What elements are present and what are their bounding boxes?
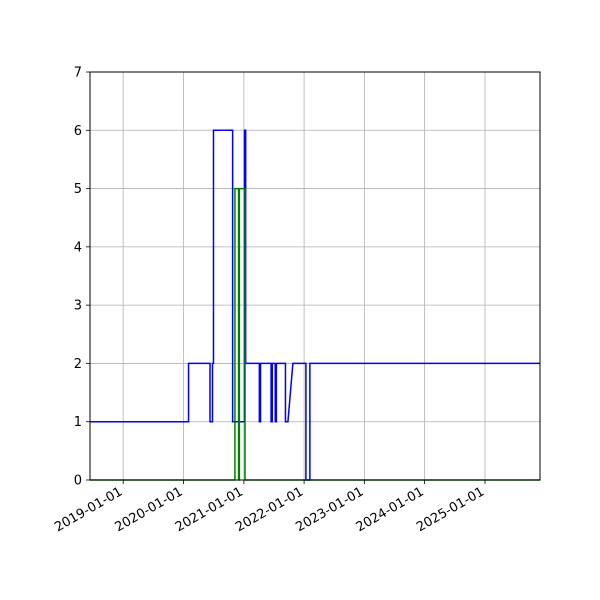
y-tick-label: 3 (74, 299, 82, 314)
y-tick-label: 5 (74, 182, 82, 197)
y-tick-label: 7 (74, 66, 82, 81)
plot-frame (89, 71, 541, 481)
y-tick-label: 2 (74, 357, 82, 372)
y-tick-label: 0 (74, 474, 82, 489)
y-tick-label: 6 (74, 124, 82, 139)
y-tick-label: 4 (74, 240, 82, 255)
y-tick-label: 1 (74, 415, 82, 430)
blue-series-line (90, 129, 540, 481)
